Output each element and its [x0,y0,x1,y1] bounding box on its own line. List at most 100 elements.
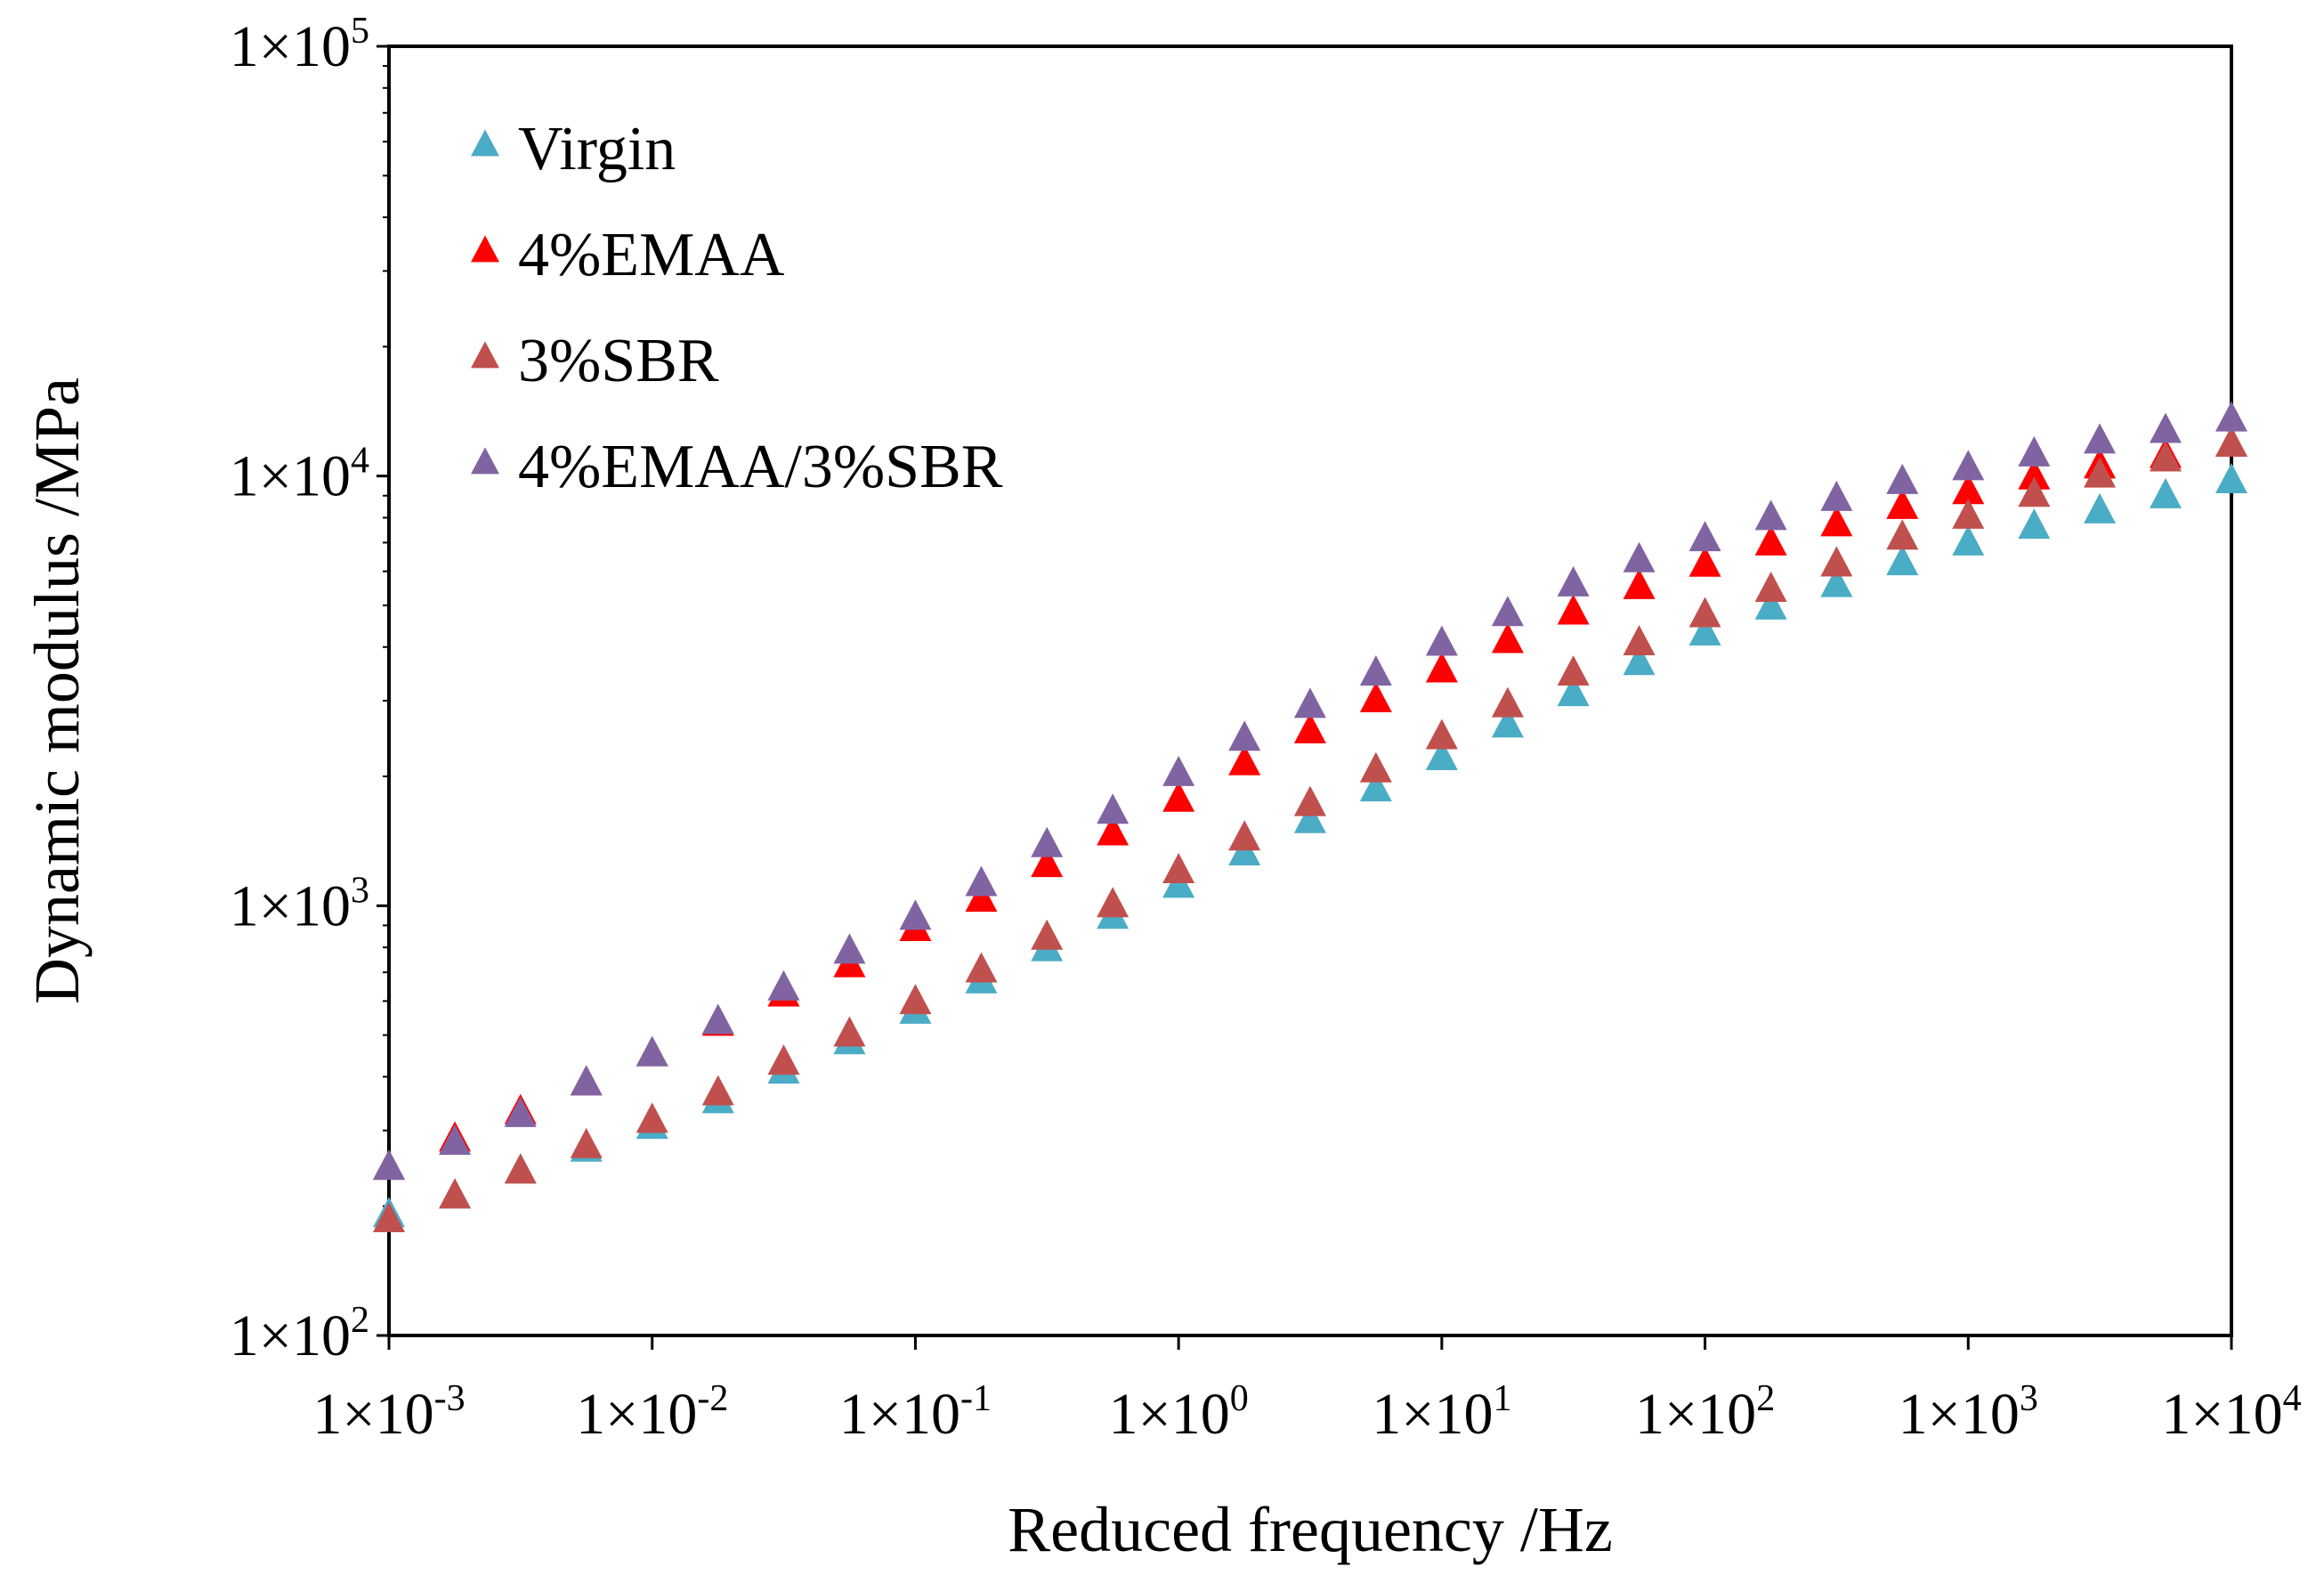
x-tick-label: 1×102 [1635,1378,1775,1447]
data-point [965,881,998,913]
data-point [2084,457,2117,488]
data-series [373,401,2247,1232]
data-point [1557,676,1590,707]
data-point [2149,477,2182,508]
y-tick-label: 1×102 [230,1300,369,1368]
data-point [1952,450,1985,481]
x-axis-ticks: 1×10-3 1×10-2 1×10-1 1×100 1×101 1×102 1×103 1×… [312,1335,2302,1447]
data-point [1754,571,1787,602]
data-point [2215,462,2247,493]
data-point [2018,508,2051,540]
series-4%EMAA/3%SBR [373,401,2247,1181]
data-point [1952,474,1985,505]
y-axis-title: Dynamic modulus /MPa [21,377,93,1004]
data-point [636,1102,668,1133]
data-point [1425,625,1458,656]
data-point [1754,524,1787,556]
legend-marker [471,235,499,263]
data-point [1557,594,1590,625]
x-tick-label: 1×10-2 [576,1378,728,1447]
data-point [1097,793,1130,824]
data-point [570,1127,603,1158]
data-point [2018,459,2051,490]
data-point [767,1044,800,1076]
data-point [504,1153,537,1184]
data-point [1557,565,1590,597]
y-axis-ticks: 1×102 1×103 1×104 1×105 [230,11,389,1368]
legend-label: 4%EMAA [518,221,785,289]
data-point [1754,499,1787,531]
data-point [1623,645,1656,676]
data-point [1491,707,1524,738]
data-point [636,1035,668,1067]
data-point [570,1065,603,1096]
data-point [1491,622,1524,653]
data-point [2149,441,2182,472]
data-point [1425,739,1458,770]
data-point [1491,686,1524,718]
data-point [1688,597,1721,628]
data-point [439,1124,472,1156]
y-tick-label: 1×104 [230,441,369,509]
data-point [2084,423,2117,454]
series-3%SBR [373,426,2247,1232]
data-point [1293,785,1326,816]
data-point [1820,506,1853,537]
data-point [1425,652,1458,683]
data-point [1031,847,1064,878]
data-point [833,1016,866,1047]
data-point [1359,655,1392,686]
data-point [701,1075,734,1106]
data-point [1688,546,1721,577]
data-point [767,970,800,1001]
data-point [1293,712,1326,743]
legend-marker [471,341,499,369]
data-point [504,1096,537,1127]
legend-label: 3%SBR [518,327,719,395]
data-point [1359,681,1392,712]
data-point [1031,826,1064,857]
data-point [1162,853,1195,884]
data-point [1820,546,1853,577]
data-point [1886,545,1919,576]
data-point [1293,687,1326,718]
data-point [2149,412,2182,443]
x-tick-label: 1×103 [1899,1378,2038,1447]
data-point [1097,815,1130,846]
x-axis-title: Reduced frequency /Hz [1008,1494,1613,1565]
data-point [1820,566,1853,597]
data-point [965,865,998,897]
data-point [1623,568,1656,599]
data-point [1952,524,1985,556]
x-tick-label: 1×10-1 [839,1378,992,1447]
data-point [2018,435,2051,467]
data-point [1557,655,1590,686]
data-point [1886,519,1919,550]
data-point [439,1178,472,1209]
data-point [1359,771,1392,802]
data-point [1031,919,1064,950]
x-tick-label: 1×101 [1372,1378,1511,1447]
data-point [701,1003,734,1035]
data-point [2215,426,2247,457]
data-point [1162,781,1195,812]
data-point [1623,625,1656,656]
data-point [1425,718,1458,750]
data-point [1228,820,1261,851]
data-point [1097,887,1130,918]
x-tick-label: 1×10-3 [312,1378,465,1447]
data-point [1886,463,1919,494]
data-point [1162,755,1195,786]
data-point [1820,480,1853,511]
data-point [1623,541,1656,572]
x-tick-label: 1×100 [1109,1378,1249,1447]
data-point [1886,488,1919,519]
data-point [833,933,866,964]
data-point [373,1201,405,1232]
data-point [1491,596,1524,627]
data-point [1228,720,1261,751]
data-point [899,984,932,1015]
legend: Virgin 4%EMAA 3%SBR 4%EMAA/3%SBR [471,115,1003,501]
x-tick-label: 1×104 [2161,1378,2301,1447]
